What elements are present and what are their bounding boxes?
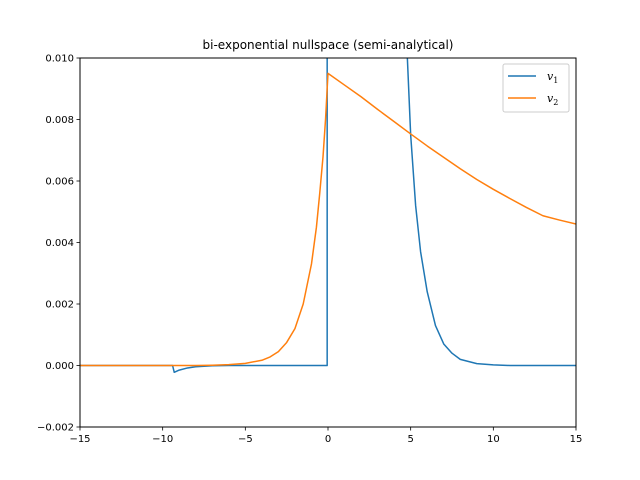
series-line-1 (80, 58, 576, 374)
series-line-2 (80, 72, 576, 367)
y-tick-label: 0.000 (45, 361, 74, 372)
y-tick-label: 0.002 (45, 300, 74, 311)
x-tick-label: −5 (238, 434, 253, 445)
x-axis: −15 −10 −5 0 5 10 15 (69, 427, 582, 445)
y-tick-label: 0.008 (45, 115, 74, 126)
legend-label-1: v1 (547, 70, 558, 85)
x-tick-label: 10 (487, 434, 500, 445)
legend-label-2: v2 (547, 92, 558, 107)
x-tick-label: 0 (325, 434, 331, 445)
x-tick-label: 5 (407, 434, 413, 445)
chart-title: bi-exponential nullspace (semi-analytica… (203, 38, 454, 52)
y-tick-label: 0.006 (45, 177, 74, 188)
x-tick-label: −10 (152, 434, 173, 445)
legend: v1 v2 (502, 63, 570, 113)
x-tick-label: −15 (69, 434, 90, 445)
y-tick-label: −0.002 (37, 423, 74, 434)
legend-label-subscript: 1 (553, 76, 558, 85)
series-layer (80, 58, 576, 374)
y-tick-label: 0.004 (45, 238, 74, 249)
x-tick-label: 15 (570, 434, 583, 445)
y-axis: −0.002 0.000 0.002 0.004 0.006 0.008 0.010 (37, 54, 80, 434)
plot-frame (79, 57, 577, 428)
legend-box (502, 63, 570, 113)
y-tick-label: 0.010 (45, 54, 74, 65)
legend-label-subscript: 2 (553, 98, 558, 107)
